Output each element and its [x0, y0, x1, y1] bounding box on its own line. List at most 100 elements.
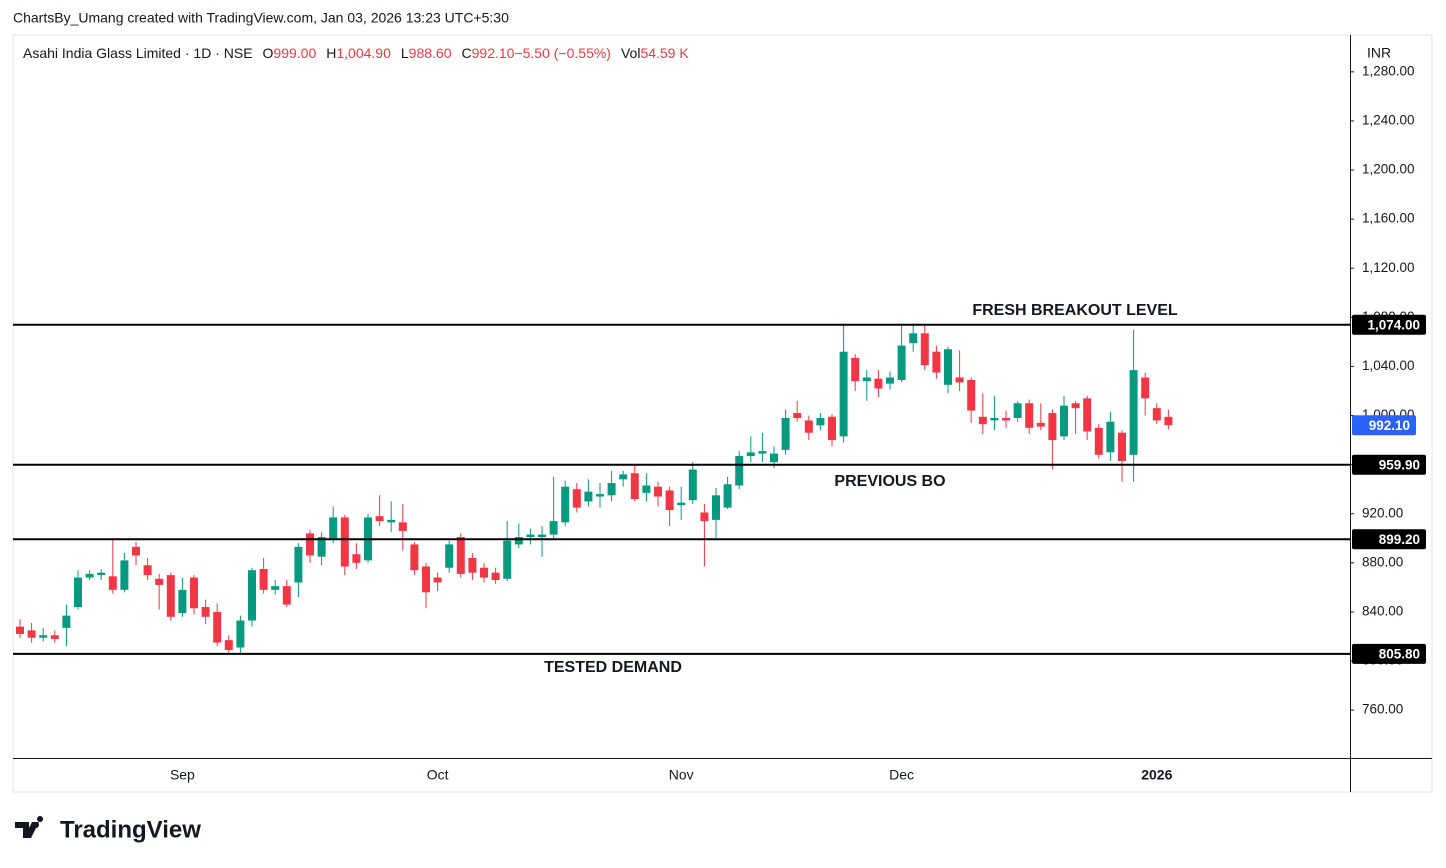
- legend-value: 988.60: [409, 45, 452, 61]
- candle-body: [1118, 432, 1126, 461]
- candle-body: [27, 630, 36, 638]
- candle-body: [410, 544, 419, 571]
- x-tick-label: Sep: [170, 767, 195, 783]
- candle-body: [329, 517, 338, 539]
- candle-body: [619, 474, 628, 480]
- x-tick-label: Dec: [889, 767, 914, 783]
- candle-body: [735, 456, 744, 486]
- candle-body: [758, 451, 767, 454]
- candle-body: [607, 483, 616, 496]
- candle-body: [97, 572, 106, 576]
- candle-body: [1071, 403, 1080, 409]
- candle-body: [572, 489, 581, 508]
- candle-body: [74, 577, 82, 608]
- candle-body: [804, 420, 813, 433]
- candle-body: [514, 537, 523, 545]
- candle-body: [340, 517, 349, 567]
- candle-body: [1060, 405, 1068, 437]
- candle-body: [526, 534, 535, 538]
- last-price-label: 992.10: [1369, 418, 1410, 433]
- candle-body: [132, 546, 140, 556]
- candle-body: [909, 333, 918, 344]
- candle-body: [561, 486, 570, 523]
- candle-body: [190, 577, 198, 609]
- y-tick-label: 840.00: [1362, 603, 1403, 618]
- candle-body: [282, 586, 291, 605]
- candle-body: [816, 417, 825, 426]
- candle-body: [665, 490, 674, 511]
- level-label: 805.80: [1379, 646, 1420, 661]
- candle-body: [294, 546, 303, 583]
- level-tag: [1352, 529, 1426, 550]
- candle-body: [990, 417, 999, 421]
- legend-value: −5.50 (−0.55%): [514, 45, 611, 61]
- frame: [12, 34, 1433, 793]
- level-label: 899.20: [1379, 532, 1420, 547]
- candle-body: [770, 453, 778, 463]
- y-tick-label: 760.00: [1362, 702, 1403, 717]
- header: ChartsBy_Umang created with TradingView.…: [13, 10, 509, 26]
- candle-body: [723, 484, 732, 508]
- candle-body: [549, 521, 558, 535]
- legend-title: Asahi India Glass Limited · 1D · NSE: [23, 45, 253, 61]
- candle-body: [398, 522, 407, 531]
- x-tick-label: 2026: [1141, 767, 1172, 783]
- candle-body: [445, 544, 454, 568]
- y-tick-label: 1,040.00: [1362, 358, 1415, 373]
- y-tick-label: 1,240.00: [1362, 112, 1415, 127]
- candle-body: [642, 485, 651, 493]
- candle-body: [120, 560, 129, 590]
- candle-body: [62, 615, 71, 628]
- candle-body: [920, 333, 929, 366]
- candle-body: [862, 377, 871, 382]
- annotation: TESTED DEMAND: [544, 659, 682, 676]
- candle-body: [16, 626, 24, 635]
- y-tick-label: 1,200.00: [1362, 162, 1415, 177]
- candle-body: [213, 611, 222, 643]
- candle-body: [1013, 403, 1022, 418]
- candle-body: [1094, 427, 1103, 455]
- candle-body: [178, 589, 187, 614]
- legend-value: 1,004.90: [336, 45, 391, 61]
- candle-body: [1083, 398, 1092, 432]
- legend: Asahi India Glass Limited · 1D · NSE O999…: [23, 45, 689, 61]
- candle-body: [317, 537, 326, 557]
- x-tick-label: Nov: [669, 767, 694, 783]
- annotation: PREVIOUS BO: [834, 473, 945, 490]
- y-tick-label: 1,160.00: [1362, 211, 1415, 226]
- y-tick-label: 1,120.00: [1362, 260, 1415, 275]
- legend-value: 999.00: [273, 45, 316, 61]
- candle-body: [480, 567, 488, 578]
- currency: INR: [1367, 45, 1391, 61]
- candle-body: [143, 565, 152, 576]
- candle-body: [155, 578, 164, 585]
- candle-body: [433, 577, 442, 583]
- candle-body: [1129, 370, 1138, 455]
- candle-body: [781, 417, 790, 450]
- last-price-tag: [1352, 415, 1416, 436]
- candle-body: [352, 554, 361, 563]
- candle-body: [700, 512, 709, 522]
- candle-body: [375, 516, 384, 522]
- candle-body: [897, 345, 906, 380]
- annotation: FRESH BREAKOUT LEVEL: [972, 302, 1178, 319]
- candle-body: [978, 416, 987, 425]
- y-tick-label: 920.00: [1362, 505, 1403, 520]
- candle-body: [387, 519, 396, 523]
- logo: TradingView: [15, 816, 201, 843]
- y-tick-label: 1,280.00: [1362, 63, 1415, 78]
- legend-label: L: [401, 45, 409, 61]
- legend-text: Asahi India Glass Limited · 1D · NSE O999…: [23, 45, 689, 61]
- candle-body: [584, 491, 593, 502]
- candle-body: [248, 570, 256, 621]
- candle-body: [955, 377, 964, 383]
- candle-body: [1152, 408, 1161, 421]
- candle-body: [85, 573, 94, 578]
- candle-body: [654, 486, 662, 497]
- candle-body: [828, 416, 836, 441]
- candle-body: [538, 534, 546, 538]
- level-label: 959.90: [1379, 457, 1420, 472]
- legend-label: Vol: [621, 45, 640, 61]
- candle-body: [224, 640, 233, 650]
